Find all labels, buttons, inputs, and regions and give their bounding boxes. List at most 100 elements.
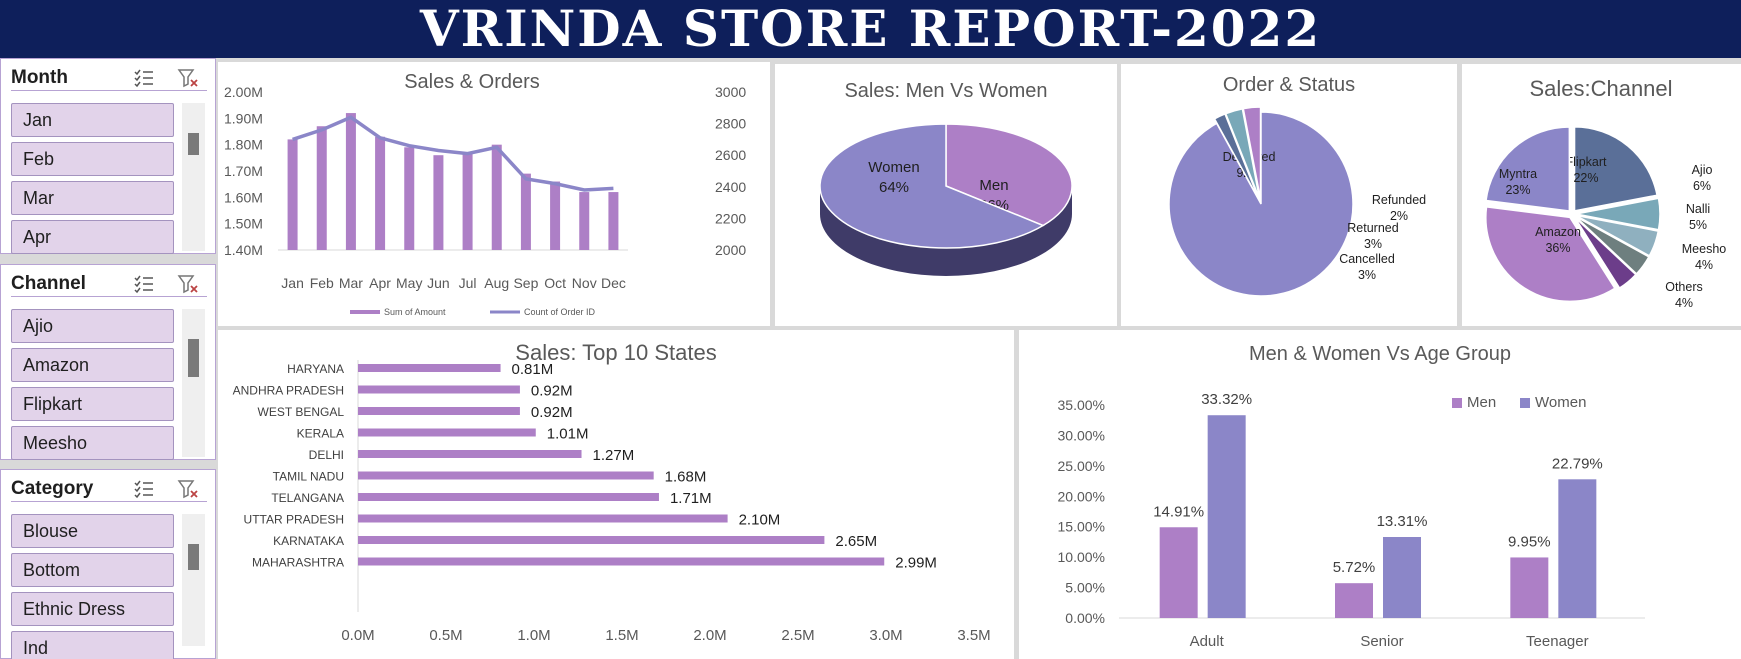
slicer-item-amazon[interactable]: Amazon (11, 348, 174, 382)
slicer-item-apr[interactable]: Apr (11, 220, 174, 254)
state-bar (358, 557, 885, 566)
channel-slicer: Channel Ajio Amazon Flipkart Meesho (0, 264, 216, 460)
slicer-scrollbar[interactable] (182, 309, 205, 457)
pie-slice-meesho (1574, 215, 1650, 275)
legend-label-amount: Sum of Amount (384, 307, 446, 317)
category-slicer: Category Blouse Bottom Ethnic Dress Ind (0, 469, 216, 659)
slicer-item-bottom[interactable]: Bottom (11, 553, 174, 587)
men-bar (1510, 557, 1549, 618)
x-tick: Senior (1360, 633, 1403, 650)
chart-title: Sales & Orders (404, 71, 540, 93)
women-bar (1558, 479, 1597, 618)
x-tick: Feb (310, 275, 334, 291)
women-value-label: 33.32% (1201, 391, 1252, 408)
slicer-item-meesho[interactable]: Meesho (11, 426, 174, 460)
chart-title: Sales:Channel (1529, 76, 1672, 101)
state-label: TELANGANA (271, 491, 344, 505)
chart-title: Sales: Men Vs Women (844, 80, 1047, 102)
slicer-title: Channel (11, 273, 86, 294)
slicer-scrollbar[interactable] (182, 103, 205, 251)
order-status-chart: Order & StatusDelivered92%Refunded2%Retu… (1168, 74, 1426, 297)
state-value-label: 1.68M (665, 469, 707, 486)
state-label: KERALA (297, 427, 344, 441)
clear-filter-icon[interactable] (177, 67, 199, 89)
y-tick: 30.00% (1058, 427, 1105, 443)
women-bar (1383, 536, 1421, 618)
slicer-item-flipkart[interactable]: Flipkart (11, 387, 174, 421)
x-tick: 0.0M (341, 627, 374, 644)
state-value-label: 0.92M (531, 383, 573, 400)
state-label: UTTAR PRADESH (244, 513, 344, 527)
legend-label-orders: Count of Order ID (524, 307, 596, 317)
x-tick: Aug (484, 275, 509, 291)
y-tick: 0.00% (1065, 610, 1105, 626)
men-value-label: 14.91% (1153, 503, 1204, 520)
state-label: ANDHRA PRADESH (233, 384, 344, 398)
y-tick: 35.00% (1058, 397, 1105, 413)
slicer-item-blouse[interactable]: Blouse (11, 514, 174, 548)
pie-slice-cancelled (1242, 106, 1262, 200)
chart-title: Sales: Top 10 States (515, 340, 716, 365)
clear-filter-icon[interactable] (177, 273, 199, 295)
slicer-scrollbar[interactable] (182, 514, 205, 646)
slicer-header: Category (11, 476, 207, 502)
multi-select-icon[interactable] (133, 67, 155, 89)
slicer-item-ethnic-dress[interactable]: Ethnic Dress (11, 592, 174, 626)
slicer-item-feb[interactable]: Feb (11, 142, 174, 176)
state-value-label: 1.01M (547, 426, 589, 443)
slicer-item-ind[interactable]: Ind (11, 631, 174, 659)
men-bar (1335, 583, 1373, 618)
state-bar (358, 385, 520, 394)
slicer-item-ajio[interactable]: Ajio (11, 309, 174, 343)
y-tick: 25.00% (1058, 458, 1105, 474)
slice-label: Myntra (1499, 167, 1537, 181)
x-tick: Jun (427, 275, 450, 291)
slice-label: Refunded (1372, 193, 1426, 207)
slicer-title: Month (11, 67, 68, 88)
order-count-line (292, 115, 614, 192)
slice-value: 4% (1695, 258, 1713, 272)
amount-bar (520, 173, 531, 250)
slicer-scroll-thumb[interactable] (188, 544, 199, 570)
state-value-label: 1.71M (670, 490, 712, 507)
amount-bar (491, 144, 502, 250)
state-bar (358, 514, 728, 523)
slice-value: 5% (1689, 218, 1707, 232)
amount-bar (579, 192, 590, 250)
y-left-tick: 2.00M (224, 84, 263, 100)
state-value-label: 1.27M (593, 447, 635, 464)
men-bar (1159, 527, 1198, 618)
slicer-scroll-thumb[interactable] (188, 339, 199, 377)
amount-bar (345, 113, 356, 250)
amount-bar (433, 155, 444, 250)
multi-select-icon[interactable] (133, 273, 155, 295)
legend-label-men: Men (1467, 394, 1496, 411)
slicer-item-mar[interactable]: Mar (11, 181, 174, 215)
clear-filter-icon[interactable] (177, 478, 199, 500)
sales-orders-chart: Sales & Orders 1.40M 1.50M 1.60M 1.70M 1.80M 1… (224, 71, 746, 317)
slice-label: Flipkart (1566, 155, 1608, 169)
state-label: HARYANA (287, 362, 344, 376)
x-tick: 3.0M (869, 627, 902, 644)
x-tick: Dec (601, 275, 626, 291)
pie-slice-amazon (1485, 206, 1616, 303)
multi-select-icon[interactable] (133, 478, 155, 500)
state-value-label: 0.81M (512, 361, 554, 378)
pie-side (820, 186, 1072, 276)
y-right-tick: 2400 (715, 179, 746, 195)
slice-label: Cancelled (1339, 252, 1395, 266)
x-tick: Apr (369, 275, 391, 291)
y-left-tick: 1.80M (224, 137, 263, 153)
amount-bar (550, 181, 561, 250)
x-tick: May (396, 275, 422, 291)
slice-value: 2% (1390, 209, 1408, 223)
y-tick: 5.00% (1065, 580, 1105, 596)
report-header: VRINDA STORE REPORT-2022 (0, 0, 1741, 58)
slice-value: 3% (1358, 268, 1376, 282)
x-tick: Sep (513, 275, 538, 291)
slicer-item-jan[interactable]: Jan (11, 103, 174, 137)
pie-slice-refunded (1213, 112, 1260, 200)
slicer-scroll-thumb[interactable] (188, 133, 199, 155)
